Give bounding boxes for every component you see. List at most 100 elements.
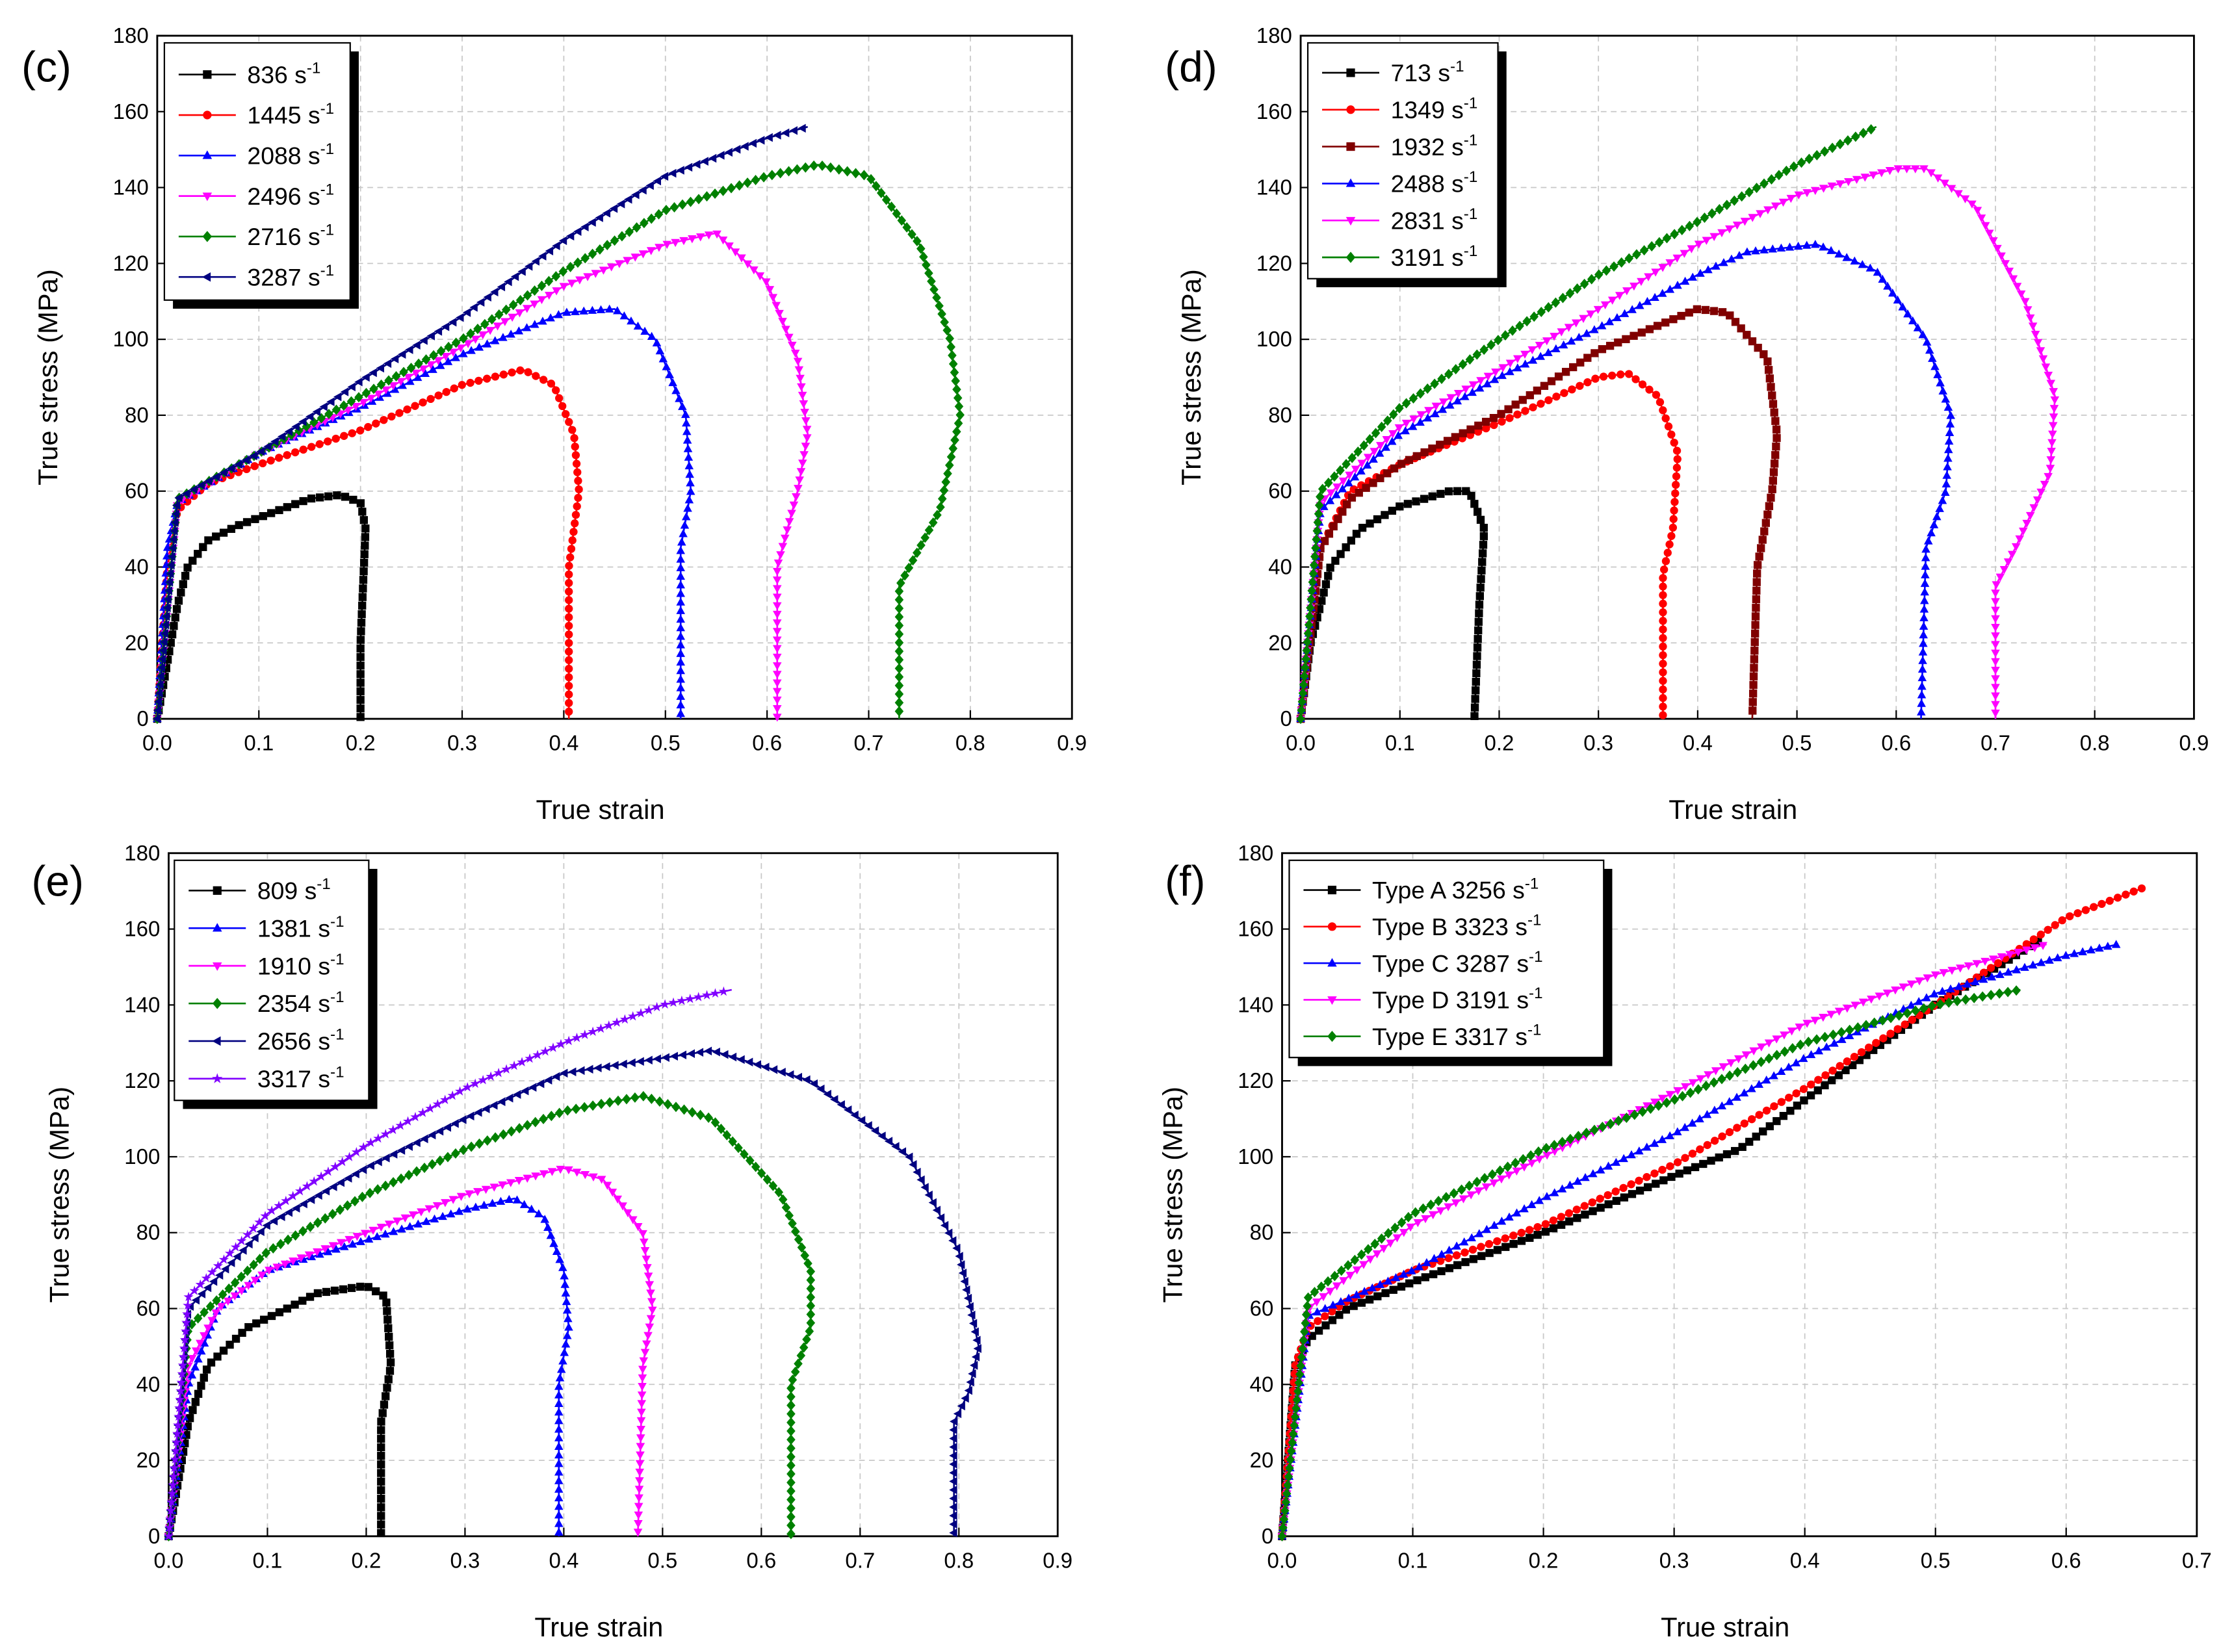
- data-point: [1375, 1280, 1385, 1288]
- data-point: [547, 1168, 557, 1176]
- y-tick-label: 180: [1238, 841, 1273, 865]
- data-point: [458, 381, 466, 389]
- data-point: [1659, 703, 1667, 711]
- data-point: [549, 1239, 558, 1247]
- data-point: [356, 678, 365, 687]
- data-point: [1565, 1180, 1575, 1189]
- data-point: [554, 1399, 564, 1407]
- data-point: [369, 368, 377, 378]
- data-point: [805, 1326, 814, 1337]
- data-point: [1917, 690, 1927, 699]
- data-point: [571, 443, 579, 451]
- data-point: [2050, 396, 2060, 405]
- data-point: [561, 1339, 571, 1348]
- legend-marker: [212, 1073, 223, 1083]
- y-tick-label: 80: [125, 403, 149, 427]
- data-point: [1822, 1042, 1831, 1051]
- data-point: [547, 1111, 556, 1122]
- data-point: [351, 1146, 361, 1157]
- data-point: [1915, 977, 1924, 986]
- data-point: [1344, 478, 1353, 487]
- data-point: [1342, 543, 1350, 552]
- data-point: [467, 346, 476, 354]
- data-point: [1991, 684, 2000, 692]
- data-point: [398, 381, 408, 389]
- data-point: [1749, 672, 1758, 680]
- data-point: [1324, 477, 1333, 488]
- data-point: [1850, 256, 1860, 265]
- data-point: [404, 1142, 413, 1151]
- data-point: [1665, 1131, 1674, 1140]
- data-point: [1376, 474, 1384, 482]
- data-point: [299, 445, 307, 454]
- data-point: [1527, 1159, 1537, 1168]
- legend-label: 1349 s-1: [1391, 95, 1478, 123]
- data-point: [376, 1223, 386, 1232]
- data-point: [305, 1221, 315, 1232]
- data-point: [1504, 1171, 1514, 1180]
- data-point: [1643, 1173, 1651, 1181]
- data-point: [512, 1195, 522, 1204]
- data-point: [181, 1317, 192, 1327]
- data-point: [599, 266, 608, 275]
- data-point: [377, 1434, 385, 1443]
- data-point: [356, 704, 365, 713]
- data-point: [1319, 588, 1328, 597]
- data-point: [1821, 1081, 1829, 1090]
- data-point: [718, 236, 728, 245]
- legend-label: 1381 s-1: [257, 913, 344, 942]
- data-point: [230, 1292, 240, 1301]
- data-point: [1619, 1183, 1628, 1193]
- series-5: [152, 123, 809, 723]
- data-point: [1541, 1228, 1550, 1236]
- data-point: [412, 1138, 421, 1148]
- data-point: [776, 551, 785, 560]
- data-point: [1277, 1530, 1287, 1542]
- x-axis-label: True strain: [1669, 794, 1797, 825]
- data-point: [1389, 1285, 1397, 1294]
- x-tick-label: 0.3: [1583, 730, 1613, 755]
- data-point: [1738, 1142, 1747, 1151]
- legend-box: [174, 859, 370, 1102]
- data-point: [654, 209, 664, 220]
- data-point: [493, 322, 502, 331]
- y-tick-label: 140: [124, 992, 160, 1016]
- data-point: [1938, 386, 1948, 394]
- data-point: [1373, 515, 1382, 524]
- data-point: [333, 392, 342, 402]
- data-point: [1622, 335, 1630, 344]
- data-point: [1509, 1239, 1518, 1248]
- data-point: [194, 1354, 203, 1363]
- data-point: [250, 462, 259, 471]
- data-point: [1813, 1086, 1822, 1094]
- data-point: [1305, 611, 1314, 622]
- data-point: [405, 345, 413, 354]
- data-point: [1438, 405, 1448, 413]
- data-point: [340, 432, 348, 440]
- data-point: [559, 283, 569, 291]
- data-point: [680, 521, 690, 529]
- data-point: [676, 563, 685, 571]
- data-point: [1295, 1369, 1305, 1380]
- data-point: [2086, 945, 2096, 954]
- data-point: [788, 1375, 798, 1386]
- data-point: [1377, 1233, 1386, 1244]
- data-point: [1718, 308, 1727, 316]
- data-point: [1418, 1203, 1428, 1214]
- data-point: [1857, 1048, 1866, 1057]
- data-point: [166, 1497, 177, 1506]
- data-point: [562, 307, 571, 316]
- data-point: [1851, 131, 1860, 142]
- data-point: [1550, 1139, 1559, 1150]
- data-point: [631, 190, 640, 200]
- data-point: [275, 1308, 284, 1317]
- data-point: [489, 1100, 498, 1110]
- legend-marker: [1345, 252, 1356, 263]
- data-point: [381, 1180, 390, 1191]
- data-point: [1382, 436, 1392, 445]
- data-point: [473, 324, 482, 335]
- data-point: [1724, 1097, 1734, 1105]
- data-point: [952, 426, 961, 437]
- data-point: [1413, 1219, 1423, 1228]
- y-tick-label: 140: [113, 175, 149, 200]
